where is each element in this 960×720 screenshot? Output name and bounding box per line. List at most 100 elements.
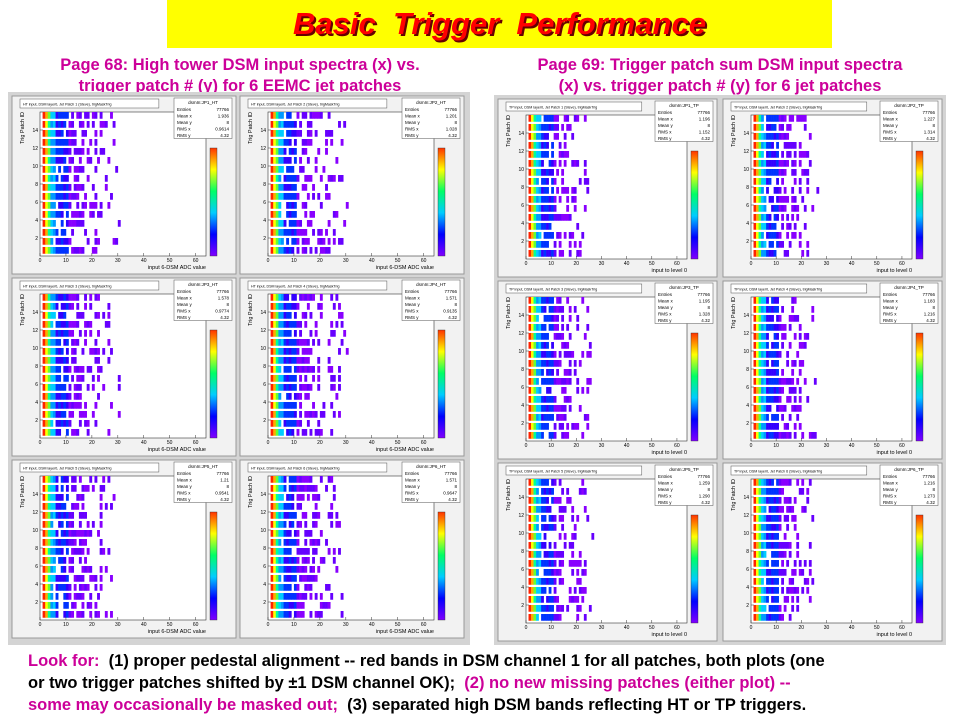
heatmap-cell: [288, 548, 292, 555]
heatmap-cell: [753, 405, 757, 412]
y-tick-label: 12: [518, 513, 524, 519]
heatmap-cell: [563, 133, 567, 140]
heatmap-cell: [568, 333, 572, 340]
heatmap-cell: [45, 384, 49, 391]
heatmap-cell: [543, 605, 547, 612]
heatmap-cell: [806, 169, 810, 176]
heatmap-cell: [548, 488, 552, 495]
heatmap-cell: [107, 321, 111, 328]
heatmap-cell: [798, 187, 802, 194]
heatmap-cell: [791, 232, 795, 239]
heatmap-cell: [45, 611, 49, 618]
heatmap-cell: [286, 238, 290, 245]
heatmap-cell: [543, 405, 547, 412]
heatmap-cell: [781, 432, 785, 439]
heatmap-cell: [546, 614, 549, 621]
heatmap-cell: [68, 148, 72, 155]
heatmap-cell: [758, 205, 762, 212]
heatmap-cell: [47, 584, 51, 591]
heatmap-cell: [73, 402, 77, 409]
heatmap-cell: [304, 521, 308, 528]
heatmap-cell: [533, 614, 537, 621]
heatmap-cell: [778, 497, 782, 504]
heatmap-cell: [556, 187, 560, 194]
y-axis-title: Trig Patch ID: [506, 479, 512, 511]
heatmap-cell: [293, 593, 297, 600]
heatmap-cell: [536, 569, 539, 576]
heatmap-cell: [42, 566, 46, 573]
heatmap-cell: [293, 411, 297, 418]
x-tick-label: 60: [674, 443, 680, 449]
heatmap-cell: [581, 351, 585, 358]
heatmap-cell: [327, 548, 331, 555]
heatmap-cell: [275, 393, 279, 400]
heatmap-cell: [306, 175, 310, 182]
y-tick-label: 4: [746, 403, 749, 409]
heatmap-cell: [60, 357, 64, 364]
heatmap-cell: [543, 214, 547, 221]
stats-value: 1.314: [924, 130, 936, 135]
heatmap-cell: [776, 378, 779, 385]
heatmap-cell: [781, 578, 785, 585]
heatmap-cell: [293, 512, 297, 519]
heatmap-cell: [47, 512, 51, 519]
heatmap-cell: [546, 342, 549, 349]
heatmap-cell: [538, 560, 542, 567]
heatmap-cell: [270, 411, 274, 418]
heatmap-cell: [99, 521, 103, 528]
heatmap-cell: [275, 357, 279, 364]
heatmap-cell: [573, 160, 577, 167]
heatmap-cell: [793, 497, 797, 504]
heatmap-cell: [573, 196, 577, 203]
heatmap-cell: [571, 533, 575, 540]
y-tick-label: 12: [260, 510, 266, 516]
heatmap-cell: [65, 512, 69, 519]
heatmap-cell: [798, 387, 802, 394]
heatmap-cell: [286, 112, 290, 119]
heatmap-cell: [63, 566, 67, 573]
heatmap-cell: [304, 112, 308, 119]
heatmap-cell: [551, 315, 554, 322]
heatmap-cell: [581, 432, 585, 439]
heatmap-cell: [52, 557, 56, 564]
heatmap-cell: [553, 324, 557, 331]
heatmap-cell: [68, 539, 72, 546]
heatmap-cell: [319, 429, 323, 436]
heatmap-cell: [73, 539, 77, 546]
heatmap-cell: [768, 142, 772, 149]
heatmap-cell: [541, 542, 544, 549]
heatmap-cell: [561, 333, 565, 340]
heatmap-cell: [304, 184, 308, 191]
title: Basic Trigger Performance: [293, 6, 706, 41]
heatmap-cell: [280, 402, 284, 409]
heatmap-cell: [531, 196, 534, 203]
heatmap-cell: [783, 497, 787, 504]
heatmap-cell: [104, 175, 108, 182]
heatmap-cell: [568, 560, 572, 567]
heatmap-cell: [47, 494, 51, 501]
y-tick-label: 6: [521, 203, 524, 209]
heatmap-cell: [528, 423, 532, 430]
heatmap-cell: [278, 575, 282, 582]
heatmap-cell: [773, 533, 777, 540]
heatmap-cell: [543, 250, 547, 257]
heatmap-cell: [273, 384, 277, 391]
stats-box: [879, 100, 939, 142]
heatmap-cell: [45, 330, 49, 337]
heatmap-cell: [761, 542, 764, 549]
heatmap-cell: [528, 297, 532, 304]
y-tick-label: 8: [35, 364, 38, 370]
heatmap-cell: [536, 232, 539, 239]
heatmap-cell: [110, 575, 113, 582]
heatmap-cell: [293, 202, 297, 209]
heatmap-cell: [270, 175, 274, 182]
heatmap-cell: [551, 432, 554, 439]
heatmap-cell: [766, 533, 769, 540]
heatmap-cell: [296, 229, 300, 236]
heatmap-cell: [753, 378, 757, 385]
heatmap-cell: [808, 432, 812, 439]
heatmap-cell: [42, 121, 46, 128]
heatmap-cell: [283, 229, 287, 236]
heatmap-cell: [758, 378, 762, 385]
heatmap-cell: [296, 238, 300, 245]
